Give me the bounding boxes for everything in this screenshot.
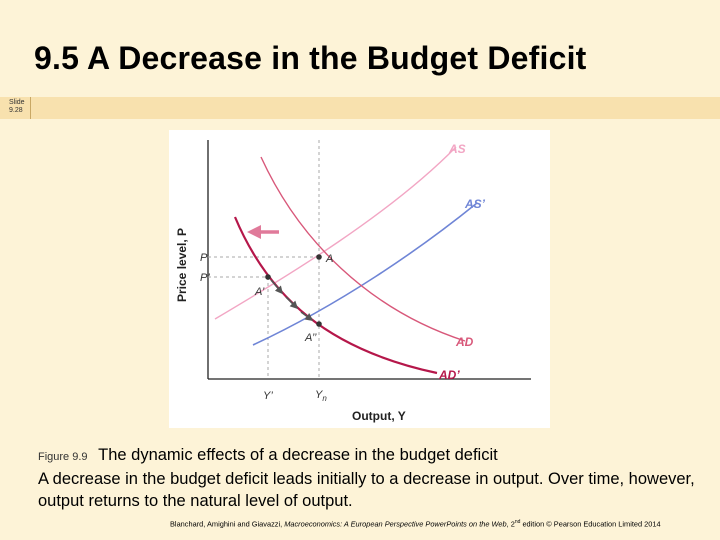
point-a [316, 254, 322, 260]
slide-number: Slide 9.28 [9, 99, 25, 115]
adjustment-path-arrow-2 [285, 296, 299, 310]
figure-title: The dynamic effects of a decrease in the… [98, 446, 498, 464]
as-prime-label: AS’ [464, 197, 486, 211]
source-credit: Blanchard, Amighini and Giavazzi, Macroe… [170, 519, 661, 528]
point-a-double-prime [316, 321, 322, 327]
x-axis-label: Output, Y [352, 409, 406, 423]
tick-yn: Yn [315, 389, 327, 403]
title-band [0, 97, 720, 119]
tick-p: P [200, 252, 208, 264]
figure-number: Figure 9.9 [38, 451, 88, 463]
ad-prime-curve [233, 216, 438, 375]
ad-prime-label: AD’ [438, 368, 460, 382]
adjustment-path-arrow-1 [270, 279, 284, 295]
credit-edition-pre: , 2 [506, 519, 515, 529]
point-a-prime-label: A’ [254, 286, 265, 298]
slide-number-label: Slide [9, 99, 25, 106]
slide-title: 9.5 A Decrease in the Budget Deficit [34, 40, 587, 76]
figure-panel: A A’ A’’ AS AS’ AD AD’ P P’ Y’ Yn Output… [169, 130, 550, 428]
point-a-prime [265, 274, 271, 280]
tick-p-prime: P’ [200, 272, 210, 284]
as-label: AS [448, 142, 466, 156]
tick-yn-subscript: n [322, 394, 327, 403]
figure-caption: Figure 9.9 The dynamic effects of a decr… [38, 444, 698, 512]
credit-edition-post: edition © Pearson Education Limited 2014 [520, 519, 661, 529]
diagram-svg: A A’ A’’ AS AS’ AD AD’ P P’ Y’ Yn Output… [175, 140, 531, 423]
y-axis-label: Price level, P [175, 228, 189, 302]
point-a-label: A [325, 253, 333, 265]
credit-authors: Blanchard, Amighini and Giavazzi, [170, 519, 285, 529]
slide-number-value: 9.28 [9, 107, 23, 114]
point-a-double-prime-label: A’’ [304, 332, 317, 344]
adjustment-path-arrow-3 [300, 311, 314, 321]
leftward-shift-arrow [247, 225, 279, 239]
ad-label: AD [455, 335, 474, 349]
ad-curve [260, 156, 466, 342]
as-prime-curve [252, 202, 478, 346]
tick-yn-main: Y [315, 389, 323, 401]
as-curve [214, 146, 457, 320]
tick-y-prime: Y’ [263, 390, 273, 402]
credit-edition-sup: nd [514, 519, 521, 525]
credit-book: Macroeconomics: A European Perspective P… [284, 519, 507, 529]
figure-description: A decrease in the budget deficit leads i… [38, 470, 695, 510]
title-divider [30, 97, 31, 119]
